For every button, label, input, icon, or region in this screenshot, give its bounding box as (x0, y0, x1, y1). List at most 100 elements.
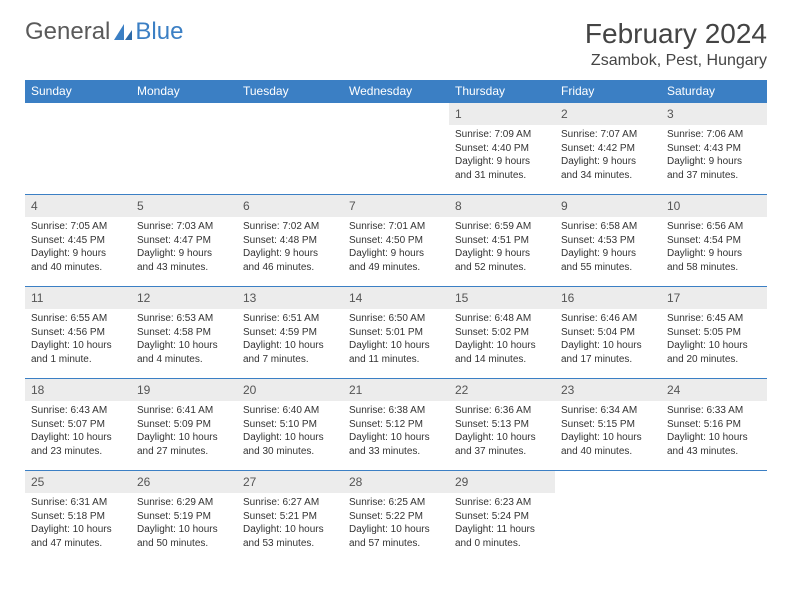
calendar-cell: 12Sunrise: 6:53 AMSunset: 4:58 PMDayligh… (131, 287, 237, 379)
day-detail: Sunrise: 6:25 AMSunset: 5:22 PMDaylight:… (343, 493, 449, 554)
column-header: Thursday (449, 80, 555, 103)
calendar-body: 1Sunrise: 7:09 AMSunset: 4:40 PMDaylight… (25, 103, 767, 563)
calendar-week-row: 18Sunrise: 6:43 AMSunset: 5:07 PMDayligh… (25, 379, 767, 471)
column-header: Monday (131, 80, 237, 103)
day-number: 2 (555, 103, 661, 125)
day-detail: Sunrise: 6:51 AMSunset: 4:59 PMDaylight:… (237, 309, 343, 370)
calendar-cell: 26Sunrise: 6:29 AMSunset: 5:19 PMDayligh… (131, 471, 237, 563)
title-block: February 2024 Zsambok, Pest, Hungary (585, 18, 767, 70)
calendar-cell: 11Sunrise: 6:55 AMSunset: 4:56 PMDayligh… (25, 287, 131, 379)
location: Zsambok, Pest, Hungary (585, 52, 767, 70)
day-detail: Sunrise: 6:59 AMSunset: 4:51 PMDaylight:… (449, 217, 555, 278)
calendar-cell: 3Sunrise: 7:06 AMSunset: 4:43 PMDaylight… (661, 103, 767, 195)
column-header: Wednesday (343, 80, 449, 103)
calendar-cell: 19Sunrise: 6:41 AMSunset: 5:09 PMDayligh… (131, 379, 237, 471)
calendar-cell: 29Sunrise: 6:23 AMSunset: 5:24 PMDayligh… (449, 471, 555, 563)
day-number: 19 (131, 379, 237, 401)
calendar-week-row: 25Sunrise: 6:31 AMSunset: 5:18 PMDayligh… (25, 471, 767, 563)
day-number: 7 (343, 195, 449, 217)
day-number: 22 (449, 379, 555, 401)
calendar-cell: 16Sunrise: 6:46 AMSunset: 5:04 PMDayligh… (555, 287, 661, 379)
day-number: 20 (237, 379, 343, 401)
day-detail: Sunrise: 7:07 AMSunset: 4:42 PMDaylight:… (555, 125, 661, 186)
day-number: 23 (555, 379, 661, 401)
calendar-cell (343, 103, 449, 195)
day-detail: Sunrise: 7:01 AMSunset: 4:50 PMDaylight:… (343, 217, 449, 278)
column-header: Tuesday (237, 80, 343, 103)
day-detail: Sunrise: 7:03 AMSunset: 4:47 PMDaylight:… (131, 217, 237, 278)
day-detail: Sunrise: 6:56 AMSunset: 4:54 PMDaylight:… (661, 217, 767, 278)
day-detail: Sunrise: 6:58 AMSunset: 4:53 PMDaylight:… (555, 217, 661, 278)
logo-text-1: General (25, 18, 110, 46)
calendar-week-row: 4Sunrise: 7:05 AMSunset: 4:45 PMDaylight… (25, 195, 767, 287)
day-number: 5 (131, 195, 237, 217)
calendar-cell (237, 103, 343, 195)
day-detail: Sunrise: 6:43 AMSunset: 5:07 PMDaylight:… (25, 401, 131, 462)
calendar-cell: 27Sunrise: 6:27 AMSunset: 5:21 PMDayligh… (237, 471, 343, 563)
calendar-cell (131, 103, 237, 195)
day-number: 26 (131, 471, 237, 493)
day-number: 6 (237, 195, 343, 217)
day-detail: Sunrise: 6:48 AMSunset: 5:02 PMDaylight:… (449, 309, 555, 370)
day-number: 3 (661, 103, 767, 125)
calendar-cell: 24Sunrise: 6:33 AMSunset: 5:16 PMDayligh… (661, 379, 767, 471)
column-header: Friday (555, 80, 661, 103)
day-number: 8 (449, 195, 555, 217)
day-detail: Sunrise: 6:27 AMSunset: 5:21 PMDaylight:… (237, 493, 343, 554)
calendar-cell: 22Sunrise: 6:36 AMSunset: 5:13 PMDayligh… (449, 379, 555, 471)
month-title: February 2024 (585, 18, 767, 50)
calendar-cell: 23Sunrise: 6:34 AMSunset: 5:15 PMDayligh… (555, 379, 661, 471)
calendar-cell: 15Sunrise: 6:48 AMSunset: 5:02 PMDayligh… (449, 287, 555, 379)
calendar-cell: 7Sunrise: 7:01 AMSunset: 4:50 PMDaylight… (343, 195, 449, 287)
day-detail: Sunrise: 6:34 AMSunset: 5:15 PMDaylight:… (555, 401, 661, 462)
day-detail: Sunrise: 6:50 AMSunset: 5:01 PMDaylight:… (343, 309, 449, 370)
day-number: 10 (661, 195, 767, 217)
day-number: 9 (555, 195, 661, 217)
calendar-cell: 4Sunrise: 7:05 AMSunset: 4:45 PMDaylight… (25, 195, 131, 287)
day-number: 14 (343, 287, 449, 309)
day-detail: Sunrise: 6:53 AMSunset: 4:58 PMDaylight:… (131, 309, 237, 370)
day-number: 16 (555, 287, 661, 309)
day-detail: Sunrise: 6:29 AMSunset: 5:19 PMDaylight:… (131, 493, 237, 554)
calendar-cell: 18Sunrise: 6:43 AMSunset: 5:07 PMDayligh… (25, 379, 131, 471)
day-detail: Sunrise: 6:40 AMSunset: 5:10 PMDaylight:… (237, 401, 343, 462)
day-detail: Sunrise: 7:06 AMSunset: 4:43 PMDaylight:… (661, 125, 767, 186)
calendar-cell: 5Sunrise: 7:03 AMSunset: 4:47 PMDaylight… (131, 195, 237, 287)
calendar-cell: 8Sunrise: 6:59 AMSunset: 4:51 PMDaylight… (449, 195, 555, 287)
day-detail: Sunrise: 6:41 AMSunset: 5:09 PMDaylight:… (131, 401, 237, 462)
calendar-cell: 20Sunrise: 6:40 AMSunset: 5:10 PMDayligh… (237, 379, 343, 471)
day-number: 28 (343, 471, 449, 493)
calendar-cell: 13Sunrise: 6:51 AMSunset: 4:59 PMDayligh… (237, 287, 343, 379)
calendar-cell: 17Sunrise: 6:45 AMSunset: 5:05 PMDayligh… (661, 287, 767, 379)
calendar-week-row: 11Sunrise: 6:55 AMSunset: 4:56 PMDayligh… (25, 287, 767, 379)
calendar-table: SundayMondayTuesdayWednesdayThursdayFrid… (25, 80, 767, 563)
day-number: 27 (237, 471, 343, 493)
calendar-cell (25, 103, 131, 195)
day-number: 1 (449, 103, 555, 125)
logo-text-2: Blue (135, 18, 183, 46)
day-number: 11 (25, 287, 131, 309)
calendar-cell: 6Sunrise: 7:02 AMSunset: 4:48 PMDaylight… (237, 195, 343, 287)
calendar-cell (661, 471, 767, 563)
day-detail: Sunrise: 6:36 AMSunset: 5:13 PMDaylight:… (449, 401, 555, 462)
logo-sail-icon (112, 22, 134, 42)
day-detail: Sunrise: 7:02 AMSunset: 4:48 PMDaylight:… (237, 217, 343, 278)
calendar-header-row: SundayMondayTuesdayWednesdayThursdayFrid… (25, 80, 767, 103)
calendar-cell: 21Sunrise: 6:38 AMSunset: 5:12 PMDayligh… (343, 379, 449, 471)
calendar-cell: 14Sunrise: 6:50 AMSunset: 5:01 PMDayligh… (343, 287, 449, 379)
calendar-cell: 10Sunrise: 6:56 AMSunset: 4:54 PMDayligh… (661, 195, 767, 287)
calendar-cell (555, 471, 661, 563)
day-detail: Sunrise: 6:33 AMSunset: 5:16 PMDaylight:… (661, 401, 767, 462)
day-detail: Sunrise: 6:46 AMSunset: 5:04 PMDaylight:… (555, 309, 661, 370)
calendar-week-row: 1Sunrise: 7:09 AMSunset: 4:40 PMDaylight… (25, 103, 767, 195)
day-detail: Sunrise: 6:55 AMSunset: 4:56 PMDaylight:… (25, 309, 131, 370)
day-detail: Sunrise: 6:45 AMSunset: 5:05 PMDaylight:… (661, 309, 767, 370)
day-number: 13 (237, 287, 343, 309)
calendar-cell: 25Sunrise: 6:31 AMSunset: 5:18 PMDayligh… (25, 471, 131, 563)
day-number: 29 (449, 471, 555, 493)
day-detail: Sunrise: 6:38 AMSunset: 5:12 PMDaylight:… (343, 401, 449, 462)
column-header: Sunday (25, 80, 131, 103)
logo: General Blue (25, 18, 183, 46)
calendar-cell: 1Sunrise: 7:09 AMSunset: 4:40 PMDaylight… (449, 103, 555, 195)
day-number: 18 (25, 379, 131, 401)
